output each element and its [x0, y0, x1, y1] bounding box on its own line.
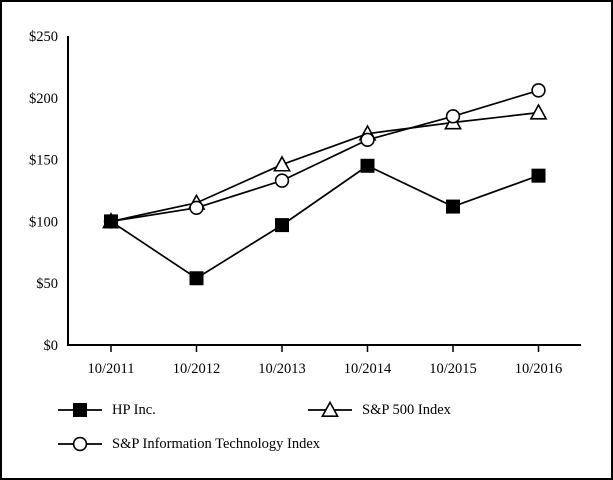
y-tick-label: $150 [29, 153, 58, 169]
x-tick-label: 10/2014 [344, 361, 392, 377]
circle-marker-icon [360, 132, 375, 148]
y-tick-label: $100 [29, 214, 58, 230]
series-line [110, 111, 539, 223]
x-tick-label: 10/2016 [515, 361, 563, 377]
square-marker-icon [189, 271, 204, 286]
triangle-marker-icon [273, 155, 291, 172]
y-tick-label: $250 [29, 29, 58, 45]
square-marker-icon [104, 214, 118, 229]
x-tick-label: 10/2012 [173, 361, 221, 377]
square-marker-icon [531, 168, 546, 183]
y-tick-label: $0 [44, 338, 59, 354]
square-marker-icon [360, 158, 375, 173]
circle-marker-icon [531, 83, 546, 98]
square-marker-icon [446, 199, 460, 214]
circle-marker-icon [189, 200, 204, 216]
x-tick-label: 10/2011 [88, 361, 135, 377]
y-tick-label: $200 [29, 91, 58, 107]
circle-marker-icon [445, 109, 461, 124]
y-tick-label: $50 [36, 276, 58, 292]
x-tick-label: 10/2013 [258, 361, 306, 377]
triangle-marker-icon [529, 103, 548, 120]
square-marker-icon [275, 218, 289, 233]
circle-marker-icon [274, 173, 290, 188]
series-line [110, 89, 539, 223]
x-tick-label: 10/2015 [429, 361, 477, 377]
series-line [110, 164, 539, 280]
